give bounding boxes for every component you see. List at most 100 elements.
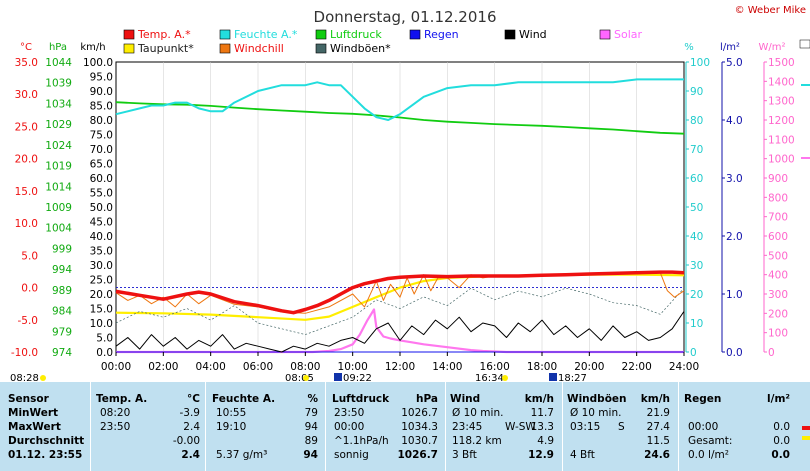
humidity-tick-6: 40 [690,231,703,243]
pressure-tick-14: 974 [52,347,72,359]
legend-swatch-2 [315,29,327,40]
wind-tick-4: 80.0 [90,115,113,127]
humidity-axis-unit: % [684,42,694,53]
series-temp-a [115,270,685,315]
pressure-tick-7: 1009 [45,202,72,214]
col_rain-label-2: Gesamt: [688,435,733,447]
solar-tick-6: 900 [768,173,788,185]
temp-tick-6: 5.0 [21,250,38,262]
legend-label-1: Feuchte A.* [234,28,298,41]
pressure-tick-9: 999 [52,243,72,255]
x-tick-5: 10:00 [338,361,368,373]
wind-tick-16: 20.0 [90,289,113,301]
solar-tick-14: 100 [768,328,788,340]
temp-tick-0: 35.0 [15,57,38,69]
moonset-label: 18:27 [558,373,587,382]
temp-tick-5: 10.0 [15,218,38,230]
solar-tick-2: 1300 [768,96,795,108]
col_press-label-1: 00:00 [334,421,365,433]
solar-tick-1: 1400 [768,76,795,88]
table-swatch-0 [802,426,810,430]
pressure-tick-5: 1019 [45,161,72,173]
col_hum-value-3: 94 [303,449,318,461]
col_temp-value-2: -0.00 [172,435,200,447]
rain-tick-3: 2.0 [726,231,743,243]
wind-tick-8: 60.0 [90,173,113,185]
pressure-tick-12: 984 [52,306,72,318]
stats-table [0,382,810,471]
col_gust-label-3: 4 Bft [570,449,595,461]
wind-tick-7: 65.0 [90,159,113,171]
humidity-tick-3: 70 [690,144,703,156]
col_gust-unit: km/h [640,393,670,405]
col_gust-header: Windböen [567,393,627,405]
x-tick-8: 16:00 [480,361,510,373]
pressure-axis-unit: hPa [49,42,67,53]
col_wind-dir-1: W-SW [505,421,536,433]
col_press-value-3: 1026.7 [397,449,438,461]
pressure-tick-11: 989 [52,285,72,297]
humidity-tick-8: 20 [690,289,703,301]
col_wind-value-1: 13.3 [530,421,554,433]
col_hum-value-1: 94 [304,421,318,433]
col_rain-label-3: 0.0 l/m² [688,449,729,461]
pressure-tick-1: 1039 [45,78,72,90]
humidity-tick-7: 30 [690,260,703,272]
pressure-tick-8: 1004 [45,223,72,235]
col_temp-unit: °C [187,393,200,405]
humidity-tick-5: 50 [690,202,703,214]
col_temp-value-1: 2.4 [183,421,200,433]
x-tick-0: 00:00 [101,361,131,373]
col_press-value-1: 1034.3 [401,421,438,433]
solar-tick-7: 800 [768,192,788,204]
wind-tick-0: 100.0 [83,57,113,69]
temp-tick-3: 20.0 [15,154,38,166]
x-tick-12: 24:00 [669,361,699,373]
col_gust-value-2: 11.5 [646,435,670,447]
wind-tick-15: 25.0 [90,275,113,287]
wind-tick-17: 15.0 [90,304,113,316]
series-windb-en [115,287,685,335]
pressure-tick-10: 994 [52,264,72,276]
wind-tick-6: 70.0 [90,144,113,156]
col_press-value-2: 1030.7 [401,435,438,447]
sunset-label: 16:34 [475,373,504,382]
wind-tick-5: 75.0 [90,130,113,142]
col_rain-label-1: 00:00 [688,421,719,433]
x-tick-7: 14:00 [432,361,462,373]
axis-labels: °C hPa km/h% l/m² W/m² [20,42,786,53]
solar-tick-15: 0 [768,347,775,359]
col_rain-value-2: 0.0 [773,435,790,447]
legend-swatch-3 [409,29,421,40]
x-tick-10: 20:00 [574,361,604,373]
solar-axis-unit: W/m² [758,42,785,53]
x-tick-2: 04:00 [196,361,226,373]
series-lines [115,78,685,354]
legend-swatch-8 [315,43,327,54]
col_press-label-0: 23:50 [334,407,365,419]
col_rain-header: Regen [684,393,722,405]
temp-tick-2: 25.0 [15,121,38,133]
humidity-tick-4: 60 [690,173,703,185]
temp-tick-1: 30.0 [15,89,38,101]
table-divider-1 [205,382,206,471]
col_wind-label-1: 23:45 [452,421,483,433]
sensor-row-0: MinWert [8,407,59,419]
legend-swatch-1 [219,29,231,40]
legend-label-2: Luftdruck [330,28,382,41]
table-swatch-1 [802,436,810,440]
sensor-row-2: Durchschnitt [8,435,85,447]
col_hum-label-3: 5.37 g/m³ [216,449,268,461]
table-divider-4 [562,382,563,471]
solar-tick-5: 1000 [768,154,795,166]
series-feuchte-a [115,78,684,121]
col_rain-unit: l/m² [767,393,790,405]
x-tick-3: 06:00 [243,361,273,373]
col_hum-value-2: 89 [304,435,318,447]
col_gust-value-3: 24.6 [644,449,670,461]
legend: Temp. A.* Feuchte A.* Luftdruck Regen Wind So… [123,28,643,55]
wind-tick-13: 35.0 [90,246,113,258]
humidity-tick-10: 0 [690,347,697,359]
wind-tick-19: 5.0 [96,333,113,345]
col_wind-label-3: 3 Bft [452,449,477,461]
